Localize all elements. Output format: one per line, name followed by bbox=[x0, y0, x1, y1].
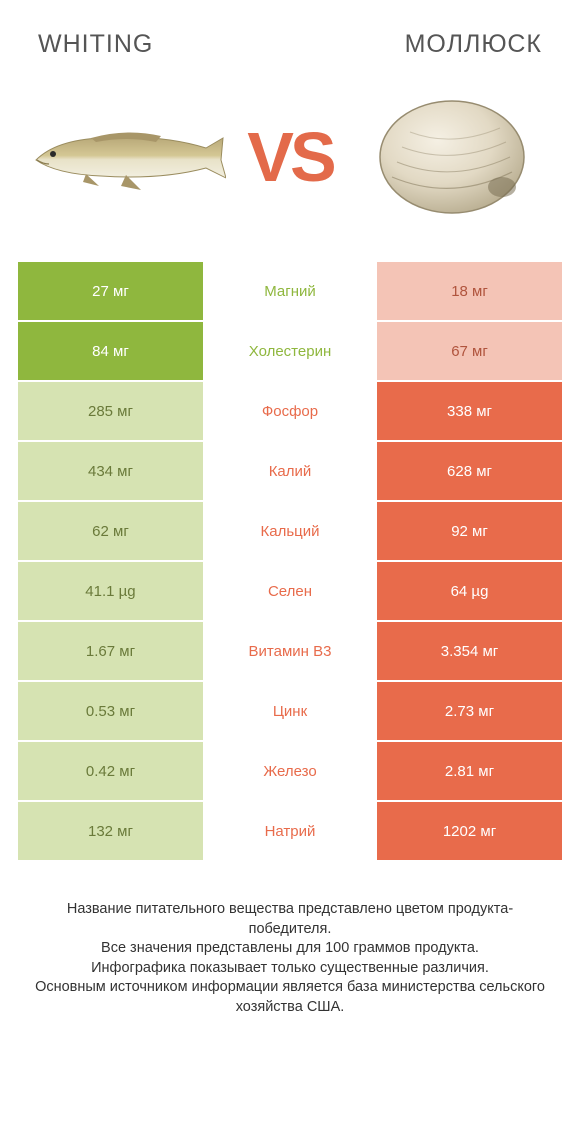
left-value: 41.1 µg bbox=[18, 562, 203, 620]
vs-label: VS bbox=[247, 117, 332, 197]
nutrient-label: Калий bbox=[203, 442, 377, 500]
table-row: 0.42 мгЖелезо2.81 мг bbox=[18, 742, 562, 800]
left-value: 62 мг bbox=[18, 502, 203, 560]
fish-icon bbox=[28, 82, 228, 232]
table-row: 27 мгМагний18 мг bbox=[18, 262, 562, 320]
nutrient-label: Железо bbox=[203, 742, 377, 800]
right-value: 18 мг bbox=[377, 262, 562, 320]
right-value: 92 мг bbox=[377, 502, 562, 560]
table-row: 41.1 µgСелен64 µg bbox=[18, 562, 562, 620]
comparison-table: 27 мгМагний18 мг84 мгХолестерин67 мг285 … bbox=[18, 262, 562, 860]
table-row: 62 мгКальций92 мг bbox=[18, 502, 562, 560]
titles-row: WHITING МОЛЛЮСК bbox=[18, 0, 562, 77]
table-row: 0.53 мгЦинк2.73 мг bbox=[18, 682, 562, 740]
nutrient-label: Селен bbox=[203, 562, 377, 620]
right-value: 2.73 мг bbox=[377, 682, 562, 740]
right-value: 338 мг bbox=[377, 382, 562, 440]
footer-line: Все значения представлены для 100 граммо… bbox=[30, 939, 550, 959]
nutrient-label: Холестерин bbox=[203, 322, 377, 380]
left-value: 84 мг bbox=[18, 322, 203, 380]
clam-icon bbox=[352, 82, 552, 232]
left-product-title: WHITING bbox=[38, 30, 153, 59]
left-value: 0.53 мг bbox=[18, 682, 203, 740]
table-row: 84 мгХолестерин67 мг bbox=[18, 322, 562, 380]
nutrient-label: Фосфор bbox=[203, 382, 377, 440]
left-value: 1.67 мг bbox=[18, 622, 203, 680]
left-value: 0.42 мг bbox=[18, 742, 203, 800]
footer-line: Название питательного вещества представл… bbox=[30, 900, 550, 939]
nutrient-label: Витамин B3 bbox=[203, 622, 377, 680]
footer-note: Название питательного вещества представл… bbox=[18, 862, 562, 1017]
left-value: 132 мг bbox=[18, 802, 203, 860]
left-value: 434 мг bbox=[18, 442, 203, 500]
nutrient-label: Магний bbox=[203, 262, 377, 320]
table-row: 132 мгНатрий1202 мг bbox=[18, 802, 562, 860]
table-row: 1.67 мгВитамин B33.354 мг bbox=[18, 622, 562, 680]
right-value: 64 µg bbox=[377, 562, 562, 620]
right-value: 628 мг bbox=[377, 442, 562, 500]
table-row: 434 мгКалий628 мг bbox=[18, 442, 562, 500]
left-value: 27 мг bbox=[18, 262, 203, 320]
right-value: 1202 мг bbox=[377, 802, 562, 860]
nutrient-label: Цинк bbox=[203, 682, 377, 740]
footer-line: Инфографика показывает только существенн… bbox=[30, 959, 550, 979]
right-value: 2.81 мг bbox=[377, 742, 562, 800]
right-value: 3.354 мг bbox=[377, 622, 562, 680]
nutrient-label: Натрий bbox=[203, 802, 377, 860]
right-product-title: МОЛЛЮСК bbox=[405, 30, 542, 59]
table-row: 285 мгФосфор338 мг bbox=[18, 382, 562, 440]
left-value: 285 мг bbox=[18, 382, 203, 440]
footer-line: Основным источником информации является … bbox=[30, 978, 550, 1017]
hero-row: VS bbox=[18, 77, 562, 262]
right-value: 67 мг bbox=[377, 322, 562, 380]
nutrient-label: Кальций bbox=[203, 502, 377, 560]
